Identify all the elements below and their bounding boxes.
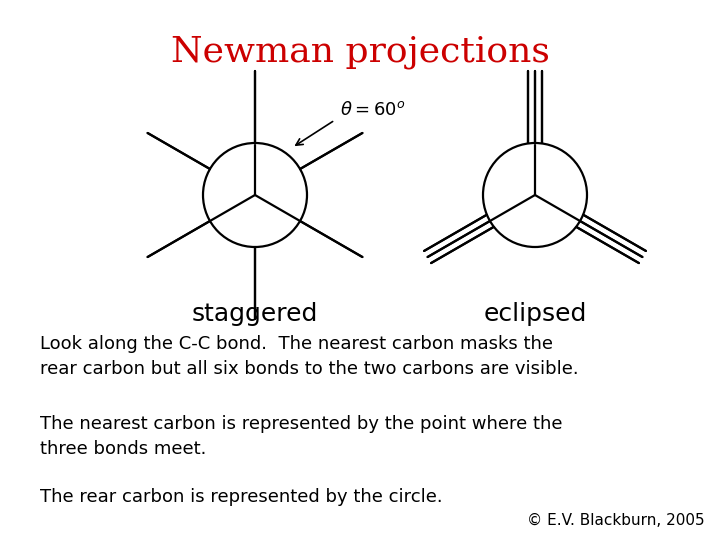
Circle shape [204, 144, 306, 246]
Text: staggered: staggered [192, 302, 318, 326]
Circle shape [484, 144, 586, 246]
Text: Look along the C-C bond.  The nearest carbon masks the
rear carbon but all six b: Look along the C-C bond. The nearest car… [40, 335, 578, 378]
Text: eclipsed: eclipsed [483, 302, 587, 326]
Text: $\theta = 60^o$: $\theta = 60^o$ [340, 101, 405, 119]
Text: The nearest carbon is represented by the point where the
three bonds meet.: The nearest carbon is represented by the… [40, 415, 562, 458]
Text: © E.V. Blackburn, 2005: © E.V. Blackburn, 2005 [527, 513, 705, 528]
Text: The rear carbon is represented by the circle.: The rear carbon is represented by the ci… [40, 488, 442, 506]
Text: Newman projections: Newman projections [171, 35, 549, 69]
